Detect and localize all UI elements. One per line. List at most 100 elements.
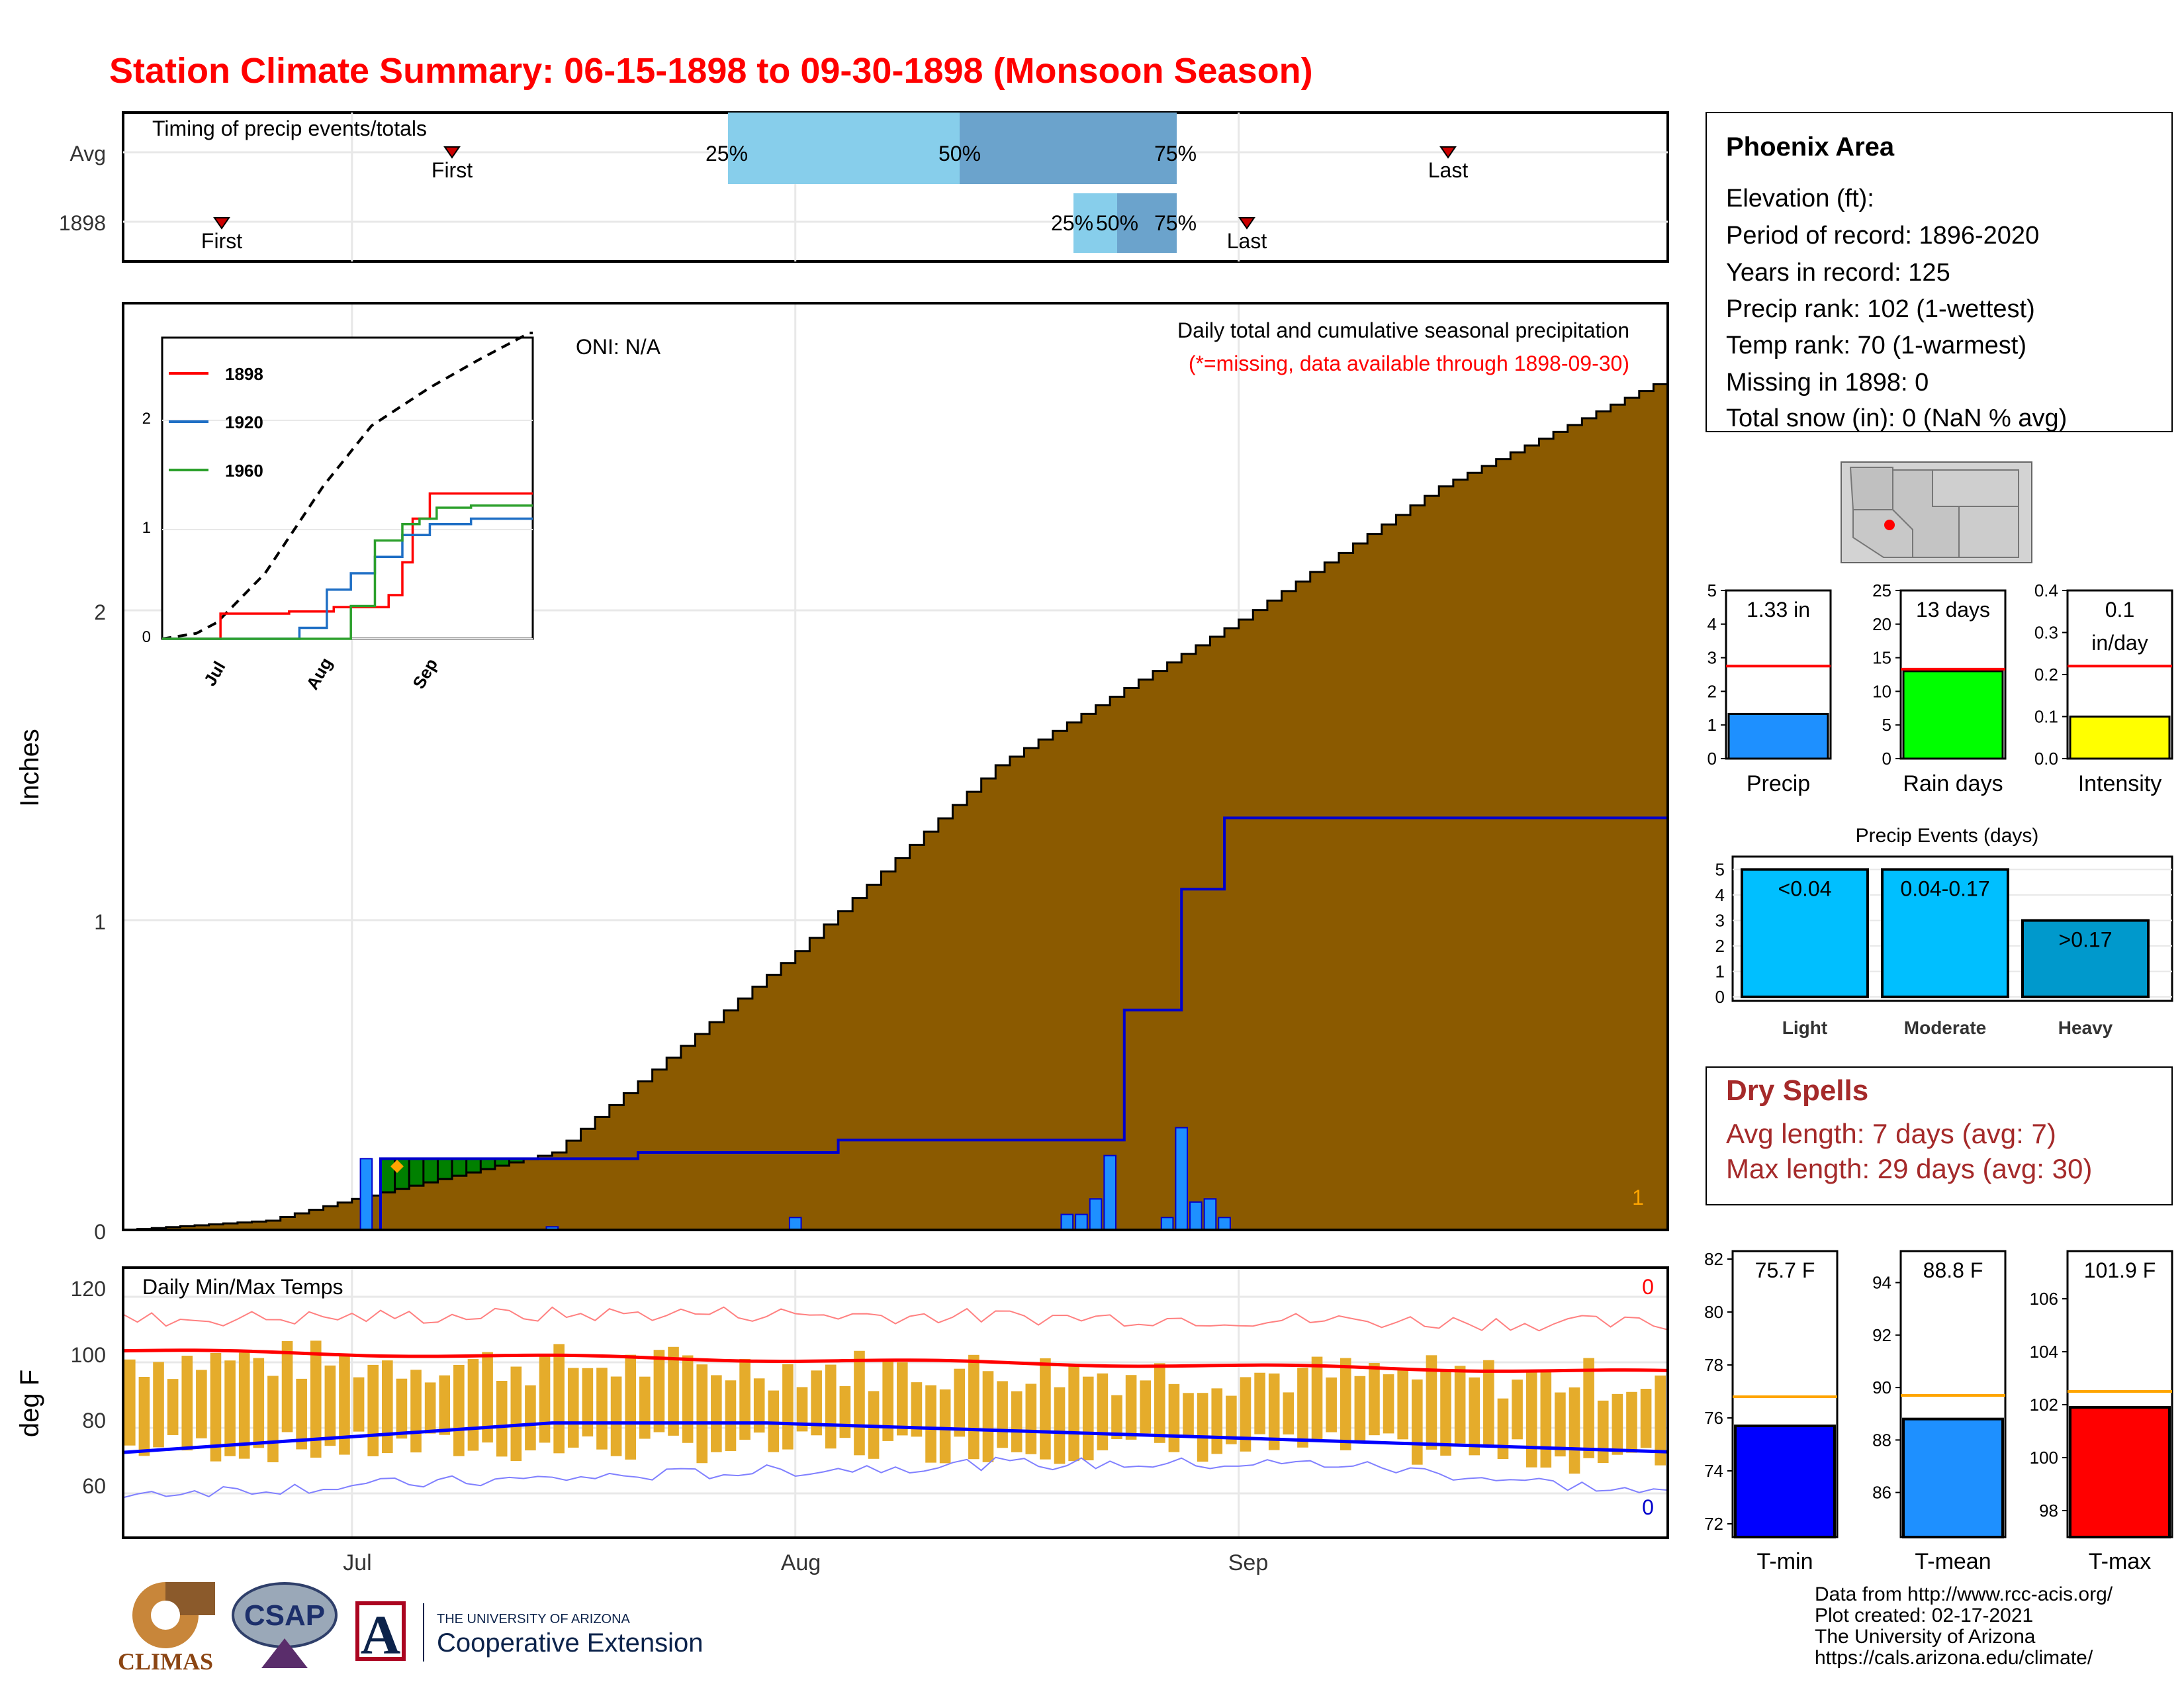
temp-range-bar [1068,1366,1079,1462]
tmax-value-bar [2069,1406,2171,1538]
locator-map [1841,461,2032,563]
temp-range-bar [725,1380,737,1451]
temp-range-bar [1082,1376,1094,1461]
temp-range-bar [453,1364,465,1456]
temp-range-bar [1011,1391,1023,1452]
tmin-label: T-min [1757,1549,1813,1574]
timing-year-50-75-bar [1117,193,1177,253]
temp-range-bar [353,1377,365,1432]
daily-precip-bar [1203,1198,1217,1231]
xtick-aug: Aug [781,1550,821,1575]
temp-range-bar [825,1364,837,1449]
temp-range-bar [410,1370,422,1453]
temp-range-bar [296,1378,307,1450]
raindays-ytick: 15 [1872,648,1891,668]
raindays-ytick: 5 [1882,715,1891,735]
raindays-value-bar [1902,670,2004,760]
timing-title: Timing of precip events/totals [152,117,427,140]
tmean-value-text: 88.8 F [1923,1258,1983,1282]
temp-range-bar [1154,1363,1165,1443]
temp-range-bar [925,1385,936,1463]
temp-range-bar [210,1352,222,1462]
climas-logo: CLIMAS [118,1582,215,1675]
temp-range-bar [610,1376,622,1456]
events-ytick: 1 [1715,962,1725,982]
temp-summary-bars: 75.7 F 72 74 76 78 80 82 T-min 88.8 F 86 88 90 92 94 T… [1704,1249,2173,1574]
temp-range-bar [1412,1379,1423,1465]
daily-precip-bar [1103,1154,1116,1231]
timing-avg-25: 25% [705,142,748,165]
temp-range-bar [982,1371,994,1462]
precip-events: Precip Events (days) 0 1 2 3 4 5 <0.04 Light 0.0… [1715,825,2173,1038]
tmin-ytick: 78 [1704,1355,1723,1375]
events-title: Precip Events (days) [1856,825,2039,847]
info-missing: Missing in 1898: 0 [1726,369,1929,397]
temp-range-bar [1454,1366,1466,1444]
tmax-ytick: 98 [2039,1501,2058,1521]
temp-range-bar [1211,1388,1223,1454]
map-state-nm [1958,506,2019,558]
temp-range-bar [196,1370,207,1438]
temp-range-bar [1025,1383,1037,1454]
temp-range-bar [696,1364,708,1464]
events-bar-light [1741,868,1869,998]
inset-legend-1960: 1960 [225,461,263,481]
temp-range-bar [997,1381,1008,1448]
temp-range-bar [1525,1371,1537,1468]
precip-ytick: 3 [1707,648,1717,668]
tmin-ytick: 74 [1704,1461,1723,1481]
temp-range-bar [1168,1383,1180,1452]
info-period: Period of record: 1896-2020 [1726,222,2039,250]
temp-range-bar [525,1385,536,1451]
raindays-ytick: 20 [1872,614,1891,634]
temp-ytick-60: 60 [82,1474,106,1498]
temp-range-bar [811,1370,822,1436]
dry-spells-max: Max length: 29 days (avg: 30) [1726,1153,2092,1184]
events-bar-label: <0.04 [1778,877,1832,901]
daily-precip-bar [359,1158,373,1231]
temp-range-bar [782,1364,794,1450]
events-bar-moderate [1881,868,2009,998]
info-box-frame [1706,112,2173,432]
temp-range-bar [911,1382,923,1437]
events-category: Heavy [2058,1017,2113,1038]
above-avg-area [379,1157,539,1194]
temp-range-bar [1254,1372,1265,1434]
events-bar-label: 0.04-0.17 [1900,877,1989,901]
timing-avg-50: 50% [938,142,981,165]
csap-wordmark: CSAP [244,1599,325,1632]
station-name: Phoenix Area [1726,132,1895,162]
intensity-label: Intensity [2078,771,2162,796]
events-ytick: 0 [1715,987,1725,1007]
timing-avg-25-50-bar [728,113,960,184]
temp-range-bar [553,1344,565,1454]
temp-range-bar [796,1387,808,1432]
tmean-ytick: 94 [1872,1273,1891,1293]
temp-range-bar [1397,1370,1408,1440]
inset-chart: 1898 1920 1960 0 1 2 Jul Aug Sep [142,332,534,693]
events-ytick: 4 [1715,885,1725,905]
temp-range-bar [1555,1392,1566,1457]
xtick-jul: Jul [343,1550,371,1575]
events-ytick: 3 [1715,911,1725,931]
temp-range-bar [582,1368,594,1436]
temp-range-bar [897,1362,908,1436]
intensity-ytick: 0.3 [2034,623,2058,643]
temp-range-bar [496,1380,508,1457]
temp-range-bar [653,1350,665,1432]
daily-precip-bar [1218,1217,1231,1231]
temp-missing-min: 0 [1642,1495,1654,1519]
temp-range-bar [267,1376,279,1462]
temp-range-bar [253,1358,265,1448]
precip-panel: Inches 0 1 2 ONI: N/A Daily total and cu… [15,302,1669,1244]
inset-line-1960 [162,504,533,640]
tmean-label: T-mean [1915,1549,1991,1574]
tmean-ytick: 92 [1872,1325,1891,1345]
temp-range-bar [854,1350,865,1456]
temp-range-bar [1125,1375,1137,1440]
tmax-label: T-max [2089,1549,2151,1574]
temp-range-bar [668,1346,679,1436]
temp-range-bar [753,1378,765,1433]
timing-year-25: 25% [1051,211,1093,235]
daily-precip-bar [1075,1213,1088,1231]
